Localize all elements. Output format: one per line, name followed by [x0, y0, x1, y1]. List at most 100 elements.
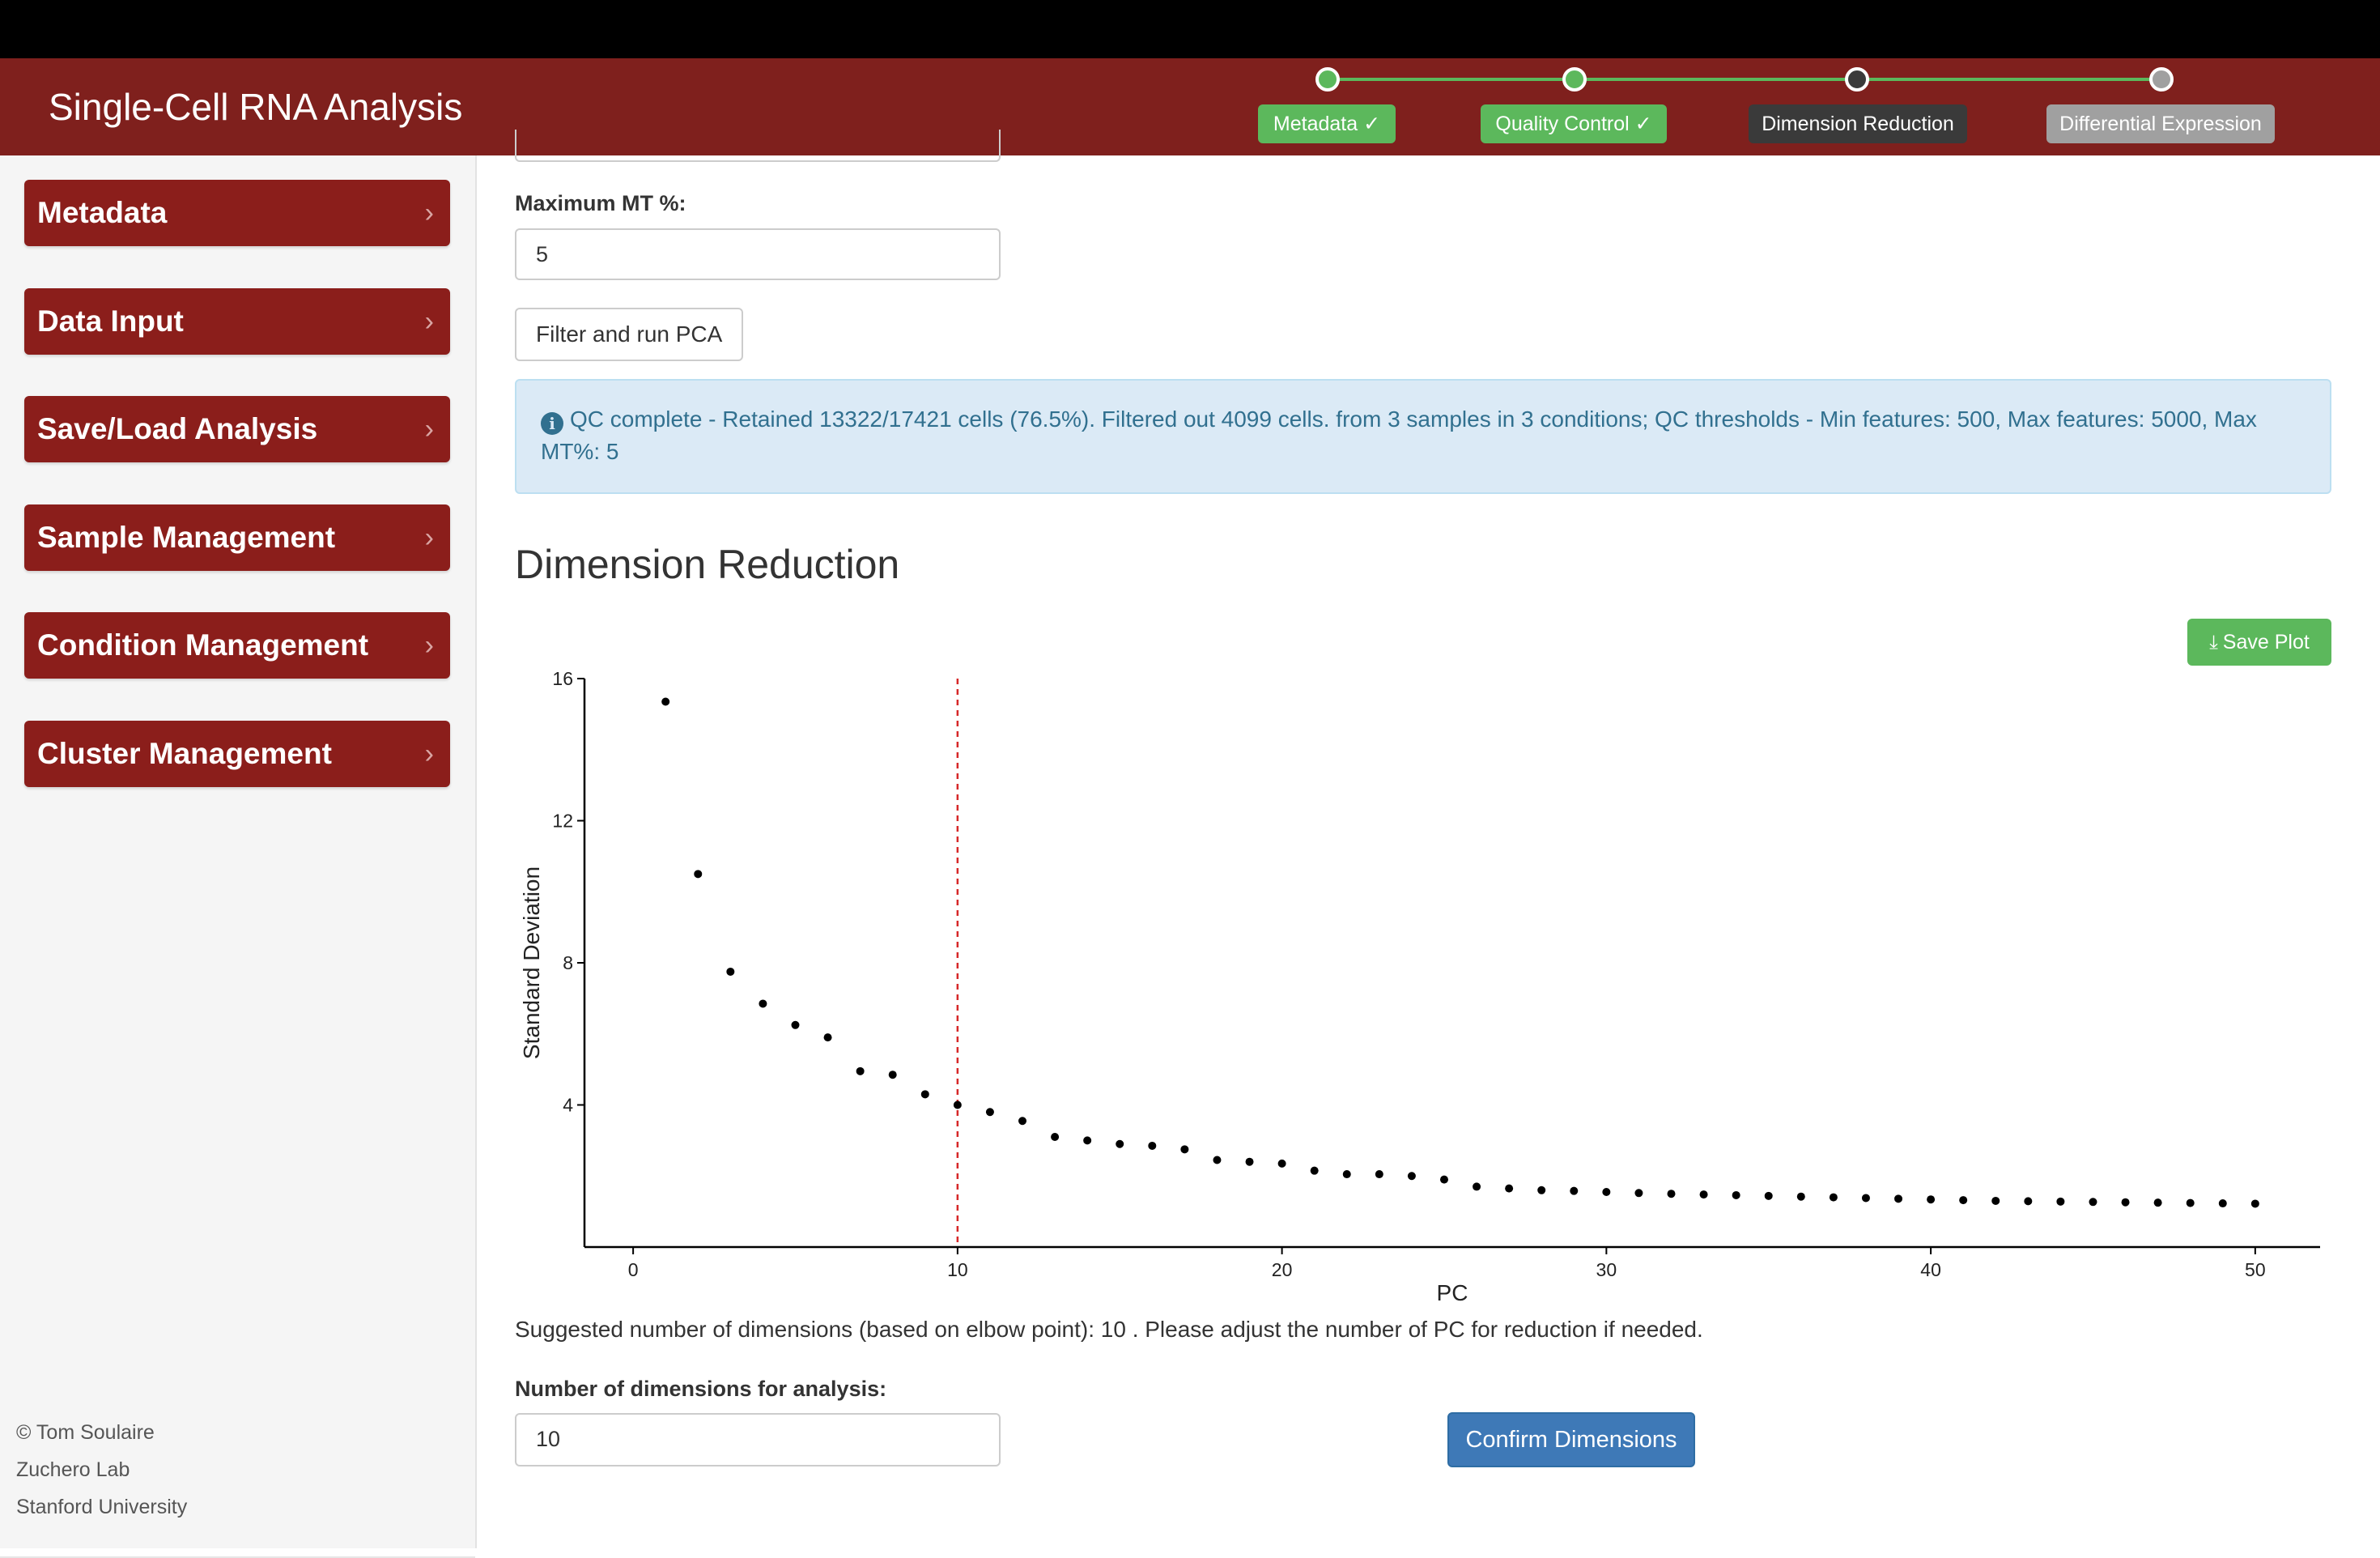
- data-point: [953, 1100, 962, 1109]
- data-point: [1829, 1193, 1838, 1202]
- data-point: [1213, 1156, 1222, 1164]
- data-point: [1732, 1190, 1740, 1199]
- data-point: [2121, 1198, 2130, 1207]
- x-tick-label: 20: [1272, 1259, 1293, 1280]
- data-point: [1277, 1159, 1286, 1168]
- sidebar-item-sample-management[interactable]: Sample Management ›: [24, 504, 450, 571]
- data-point: [2153, 1198, 2162, 1207]
- save-plot-label: Save Plot: [2222, 631, 2310, 653]
- data-point: [1991, 1196, 2000, 1205]
- data-point: [1439, 1175, 1448, 1184]
- chevron-right-icon: ›: [424, 198, 434, 228]
- data-point: [1083, 1136, 1092, 1145]
- sidebar-item-label: Cluster Management: [37, 737, 332, 770]
- data-point: [1796, 1192, 1805, 1201]
- data-point: [1148, 1141, 1157, 1150]
- step-label-differential-expression[interactable]: Differential Expression: [2046, 104, 2275, 143]
- sidebar: Metadata › Data Input › Save/Load Analys…: [0, 155, 477, 1558]
- plot-points: [661, 697, 2259, 1208]
- chevron-right-icon: ›: [424, 414, 434, 445]
- x-tick-label: 10: [947, 1259, 968, 1280]
- x-tick-label: 30: [1596, 1259, 1617, 1280]
- data-point: [823, 1033, 832, 1042]
- data-point: [985, 1108, 994, 1117]
- data-point: [1051, 1132, 1060, 1141]
- max-mt-input[interactable]: 5: [515, 228, 1001, 280]
- chevron-right-icon: ›: [424, 630, 434, 661]
- browser-top-bar: [0, 0, 2380, 58]
- step-label-dimension-reduction[interactable]: Dimension Reduction: [1749, 104, 1967, 143]
- data-point: [2186, 1198, 2195, 1207]
- sidebar-item-label: Data Input: [37, 304, 184, 338]
- x-tick-label: 0: [628, 1259, 639, 1280]
- data-point: [2089, 1198, 2097, 1207]
- plot-axes: 4 8 12 16 0 10 20 30 40 50 PC Standard Deviation: [519, 668, 2320, 1304]
- app-title: Single-Cell RNA Analysis: [49, 86, 463, 128]
- data-point: [1473, 1182, 1481, 1191]
- step-label-metadata[interactable]: Metadata ✓: [1258, 104, 1396, 143]
- chevron-right-icon: ›: [424, 522, 434, 553]
- step-dot-quality-control: [1562, 67, 1587, 92]
- data-point: [1018, 1117, 1027, 1126]
- num-dims-input[interactable]: 10: [515, 1413, 1001, 1466]
- data-point: [2024, 1197, 2033, 1206]
- sidebar-item-label: Save/Load Analysis: [37, 412, 318, 445]
- data-point: [1667, 1190, 1676, 1198]
- elbow-plot: 4 8 12 16 0 10 20 30 40 50 PC Standard Deviation: [519, 668, 2320, 1304]
- data-point: [1634, 1189, 1643, 1198]
- y-tick-label: 8: [563, 952, 573, 973]
- data-point: [888, 1071, 897, 1079]
- data-point: [759, 999, 767, 1008]
- sidebar-item-condition-management[interactable]: Condition Management ›: [24, 612, 450, 679]
- download-icon: ⤓: [2209, 632, 2218, 653]
- chevron-right-icon: ›: [424, 739, 434, 769]
- stepper-connector: [1857, 78, 2161, 81]
- step-label-quality-control[interactable]: Quality Control ✓: [1481, 104, 1667, 143]
- data-point: [726, 967, 735, 976]
- save-plot-button[interactable]: ⤓ Save Plot: [2187, 619, 2331, 666]
- stepper-connector: [1328, 78, 1574, 81]
- x-tick-label: 50: [2245, 1259, 2266, 1280]
- confirm-dimensions-button[interactable]: Confirm Dimensions: [1447, 1412, 1695, 1467]
- data-point: [791, 1020, 800, 1029]
- x-tick-label: 40: [1920, 1259, 1941, 1280]
- data-point: [856, 1066, 865, 1075]
- data-point: [1505, 1184, 1514, 1193]
- num-dims-label: Number of dimensions for analysis:: [515, 1377, 887, 1401]
- chevron-right-icon: ›: [424, 306, 434, 337]
- previous-input-field[interactable]: [515, 130, 1001, 162]
- y-tick-label: 16: [552, 668, 573, 689]
- app-header: Single-Cell RNA Analysis Metadata ✓ Qual…: [0, 58, 2380, 155]
- sidebar-item-cluster-management[interactable]: Cluster Management ›: [24, 721, 450, 787]
- data-point: [1699, 1190, 1708, 1199]
- qc-info-message: QC complete - Retained 13322/17421 cells…: [541, 407, 2257, 464]
- data-point: [1894, 1194, 1903, 1203]
- sidebar-item-save-load-analysis[interactable]: Save/Load Analysis ›: [24, 396, 450, 462]
- footer-lab: Zuchero Lab: [16, 1458, 130, 1481]
- data-point: [1245, 1157, 1254, 1166]
- sidebar-item-label: Condition Management: [37, 628, 369, 662]
- data-point: [1959, 1196, 1968, 1205]
- stepper-connector: [1574, 78, 1857, 81]
- footer-university: Stanford University: [16, 1496, 188, 1518]
- data-point: [694, 870, 703, 879]
- data-point: [1375, 1170, 1383, 1179]
- x-axis-label: PC: [1437, 1280, 1468, 1304]
- qc-info-content: i QC complete - Retained 13322/17421 cell…: [541, 403, 2306, 468]
- y-tick-label: 4: [563, 1095, 573, 1116]
- filter-run-pca-button[interactable]: Filter and run PCA: [515, 308, 744, 361]
- suggestion-text: Suggested number of dimensions (based on…: [515, 1317, 1703, 1342]
- data-point: [1861, 1194, 1870, 1203]
- data-point: [1927, 1195, 1936, 1204]
- max-mt-label: Maximum MT %:: [515, 191, 686, 215]
- sidebar-item-metadata[interactable]: Metadata ›: [24, 180, 450, 246]
- step-dot-dimension-reduction: [1845, 67, 1869, 92]
- step-dot-differential-expression: [2149, 67, 2174, 92]
- sidebar-item-data-input[interactable]: Data Input ›: [24, 288, 450, 355]
- data-point: [1602, 1187, 1611, 1196]
- sidebar-item-label: Metadata: [37, 196, 168, 229]
- data-point: [2056, 1197, 2065, 1206]
- data-point: [1764, 1191, 1773, 1200]
- section-title: Dimension Reduction: [515, 542, 900, 587]
- data-point: [1310, 1166, 1319, 1175]
